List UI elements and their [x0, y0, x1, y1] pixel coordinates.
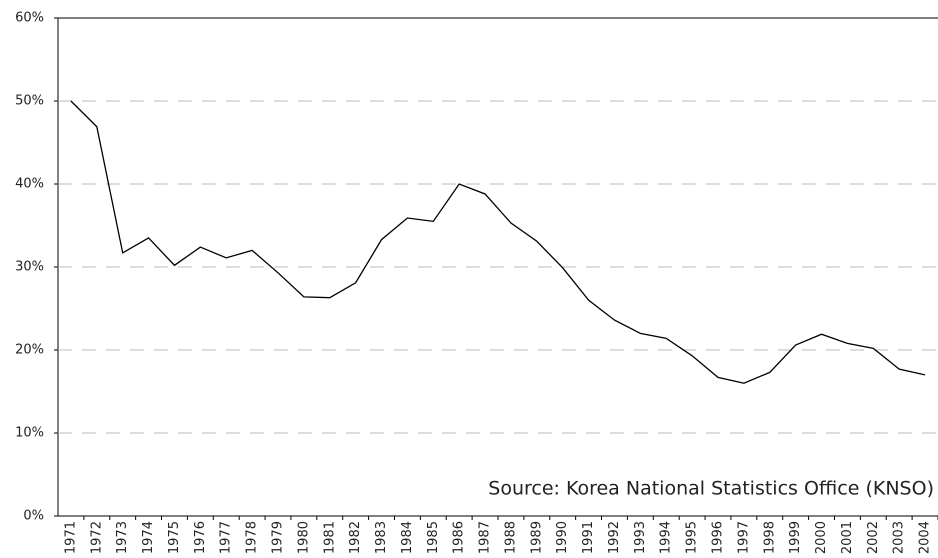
x-tick-label: 1999	[788, 521, 803, 554]
y-tick-label: 50%	[15, 94, 44, 109]
x-tick-label: 1983	[374, 521, 389, 554]
x-tick-label: 1990	[555, 521, 570, 554]
x-tick-label: 1976	[193, 521, 208, 554]
x-tick-label: 1975	[167, 521, 182, 554]
x-tick-label: 2001	[840, 521, 855, 554]
y-tick-label: 0%	[23, 509, 44, 524]
line	[70, 100, 926, 384]
x-tick-label: 2003	[892, 521, 907, 554]
x-tick-label: 2000	[814, 521, 829, 554]
x-tick-label: 1992	[607, 521, 622, 554]
y-tick-label: 10%	[15, 426, 44, 441]
y-tick-label: 30%	[15, 260, 44, 275]
x-tick-label: 1996	[711, 521, 726, 554]
x-tick-label: 1997	[736, 521, 751, 554]
x-tick-label: 1995	[685, 521, 700, 554]
x-tick-label: 1973	[115, 521, 130, 554]
x-tick-label: 1987	[478, 521, 493, 554]
x-tick-label: 1993	[633, 521, 648, 554]
x-tick-label: 1974	[141, 521, 156, 554]
x-tick-label: 1980	[296, 521, 311, 554]
x-tick-label: 1972	[89, 521, 104, 554]
x-tick-label: 1978	[245, 521, 260, 554]
y-tick-label: 40%	[15, 177, 44, 192]
y-tick-label: 60%	[15, 11, 44, 26]
y-tick-label: 20%	[15, 343, 44, 358]
x-tick-label: 2004	[918, 521, 933, 554]
x-tick-label: 1994	[659, 521, 674, 554]
x-tick-label: 1991	[581, 521, 596, 554]
x-tick-label: 1998	[762, 521, 777, 554]
x-tick-label: 1977	[219, 521, 234, 554]
x-tick-label: 1988	[503, 521, 518, 554]
x-tick-label: 1971	[63, 521, 78, 554]
x-tick-label: 1981	[322, 521, 337, 554]
x-tick-label: 1985	[426, 521, 441, 554]
x-tick-label: 1979	[271, 521, 286, 554]
x-tick-label: 1989	[529, 521, 544, 554]
x-tick-label: 1986	[452, 521, 467, 554]
x-tick-label: 1982	[348, 521, 363, 554]
x-tick-label: 1984	[400, 521, 415, 554]
x-tick-label: 2002	[866, 521, 881, 554]
annotation: Source: Korea National Statistics Office…	[488, 478, 934, 500]
